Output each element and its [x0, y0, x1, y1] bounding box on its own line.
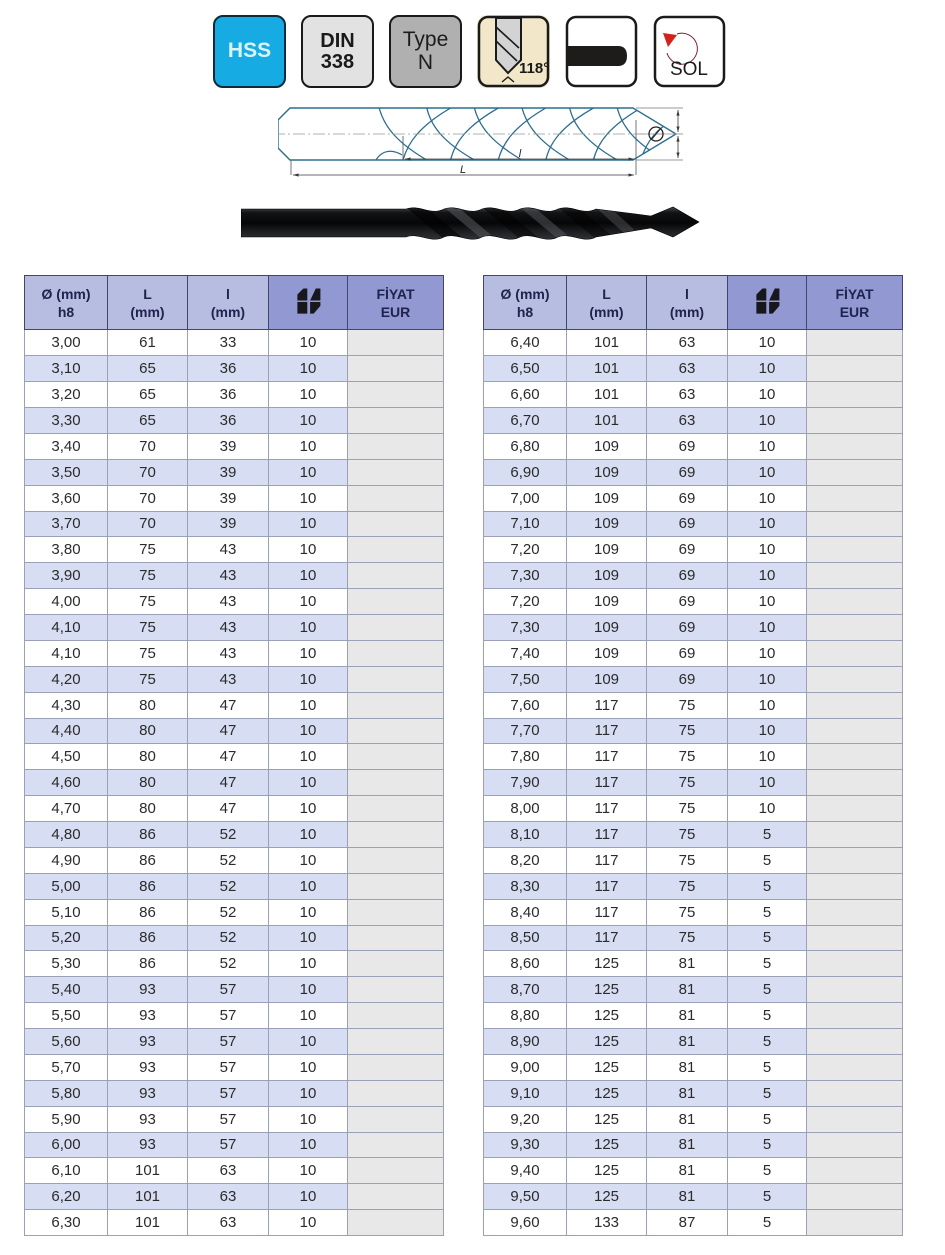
- svg-text:118°: 118°: [519, 60, 549, 77]
- svg-text:SOL: SOL: [670, 59, 708, 80]
